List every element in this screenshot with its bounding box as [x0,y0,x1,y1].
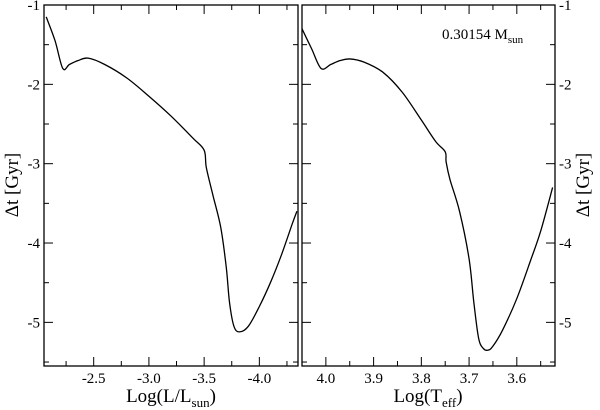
left-ticks [44,4,298,366]
right-x-tick-label: 3.7 [460,371,479,387]
left-y-tick-label: -1 [28,0,41,14]
left-x-tick-label: -3.5 [192,371,216,387]
right-y-tick-label: -1 [559,0,572,14]
right-x-tick-label: 3.9 [364,371,383,387]
right-x-tick-label: 4.0 [316,371,335,387]
left-plot-frame [43,4,299,367]
right-series-line [302,28,554,351]
left-panel: -2.5 -3.0 -3.5 -4.0 -1 -2 -3 -4 -5 Δt [Gyr] Log(… [2,0,299,410]
left-x-tick-label: -2.5 [82,371,106,387]
right-x-tick-label: 3.6 [507,371,526,387]
right-x-axis-label: Log(Teff) [393,386,462,410]
left-y-tick-label: -4 [28,236,41,252]
right-tick-labels: 4.0 3.9 3.8 3.7 3.6 -1 -2 -3 -4 -5 [316,0,572,387]
right-ticks [301,4,555,366]
left-y-axis-label: Δt [Gyr] [2,153,23,217]
left-series-line [45,16,298,333]
left-tick-labels: -2.5 -3.0 -3.5 -4.0 -1 -2 -3 -4 -5 [28,0,272,387]
mass-annotation: 0.30154 Msun [442,27,524,46]
right-y-tick-label: -4 [559,236,572,252]
right-panel: 4.0 3.9 3.8 3.7 3.6 -1 -2 -3 -4 -5 Δt [Gyr] Log(T… [301,0,594,410]
left-x-tick-label: -3.0 [137,371,161,387]
left-y-tick-label: -5 [28,315,41,331]
right-x-tick-label: 3.8 [412,371,431,387]
left-x-tick-label: -4.0 [247,371,271,387]
left-y-tick-label: -3 [28,157,41,173]
right-y-tick-label: -3 [559,157,572,173]
left-y-tick-label: -2 [28,77,41,93]
right-y-tick-label: -5 [559,315,572,331]
left-x-axis-label: Log(L/Lsun) [126,386,216,410]
right-plot-frame [301,4,556,367]
right-y-tick-label: -2 [559,77,572,93]
right-y-axis-label: Δt [Gyr] [573,153,594,217]
